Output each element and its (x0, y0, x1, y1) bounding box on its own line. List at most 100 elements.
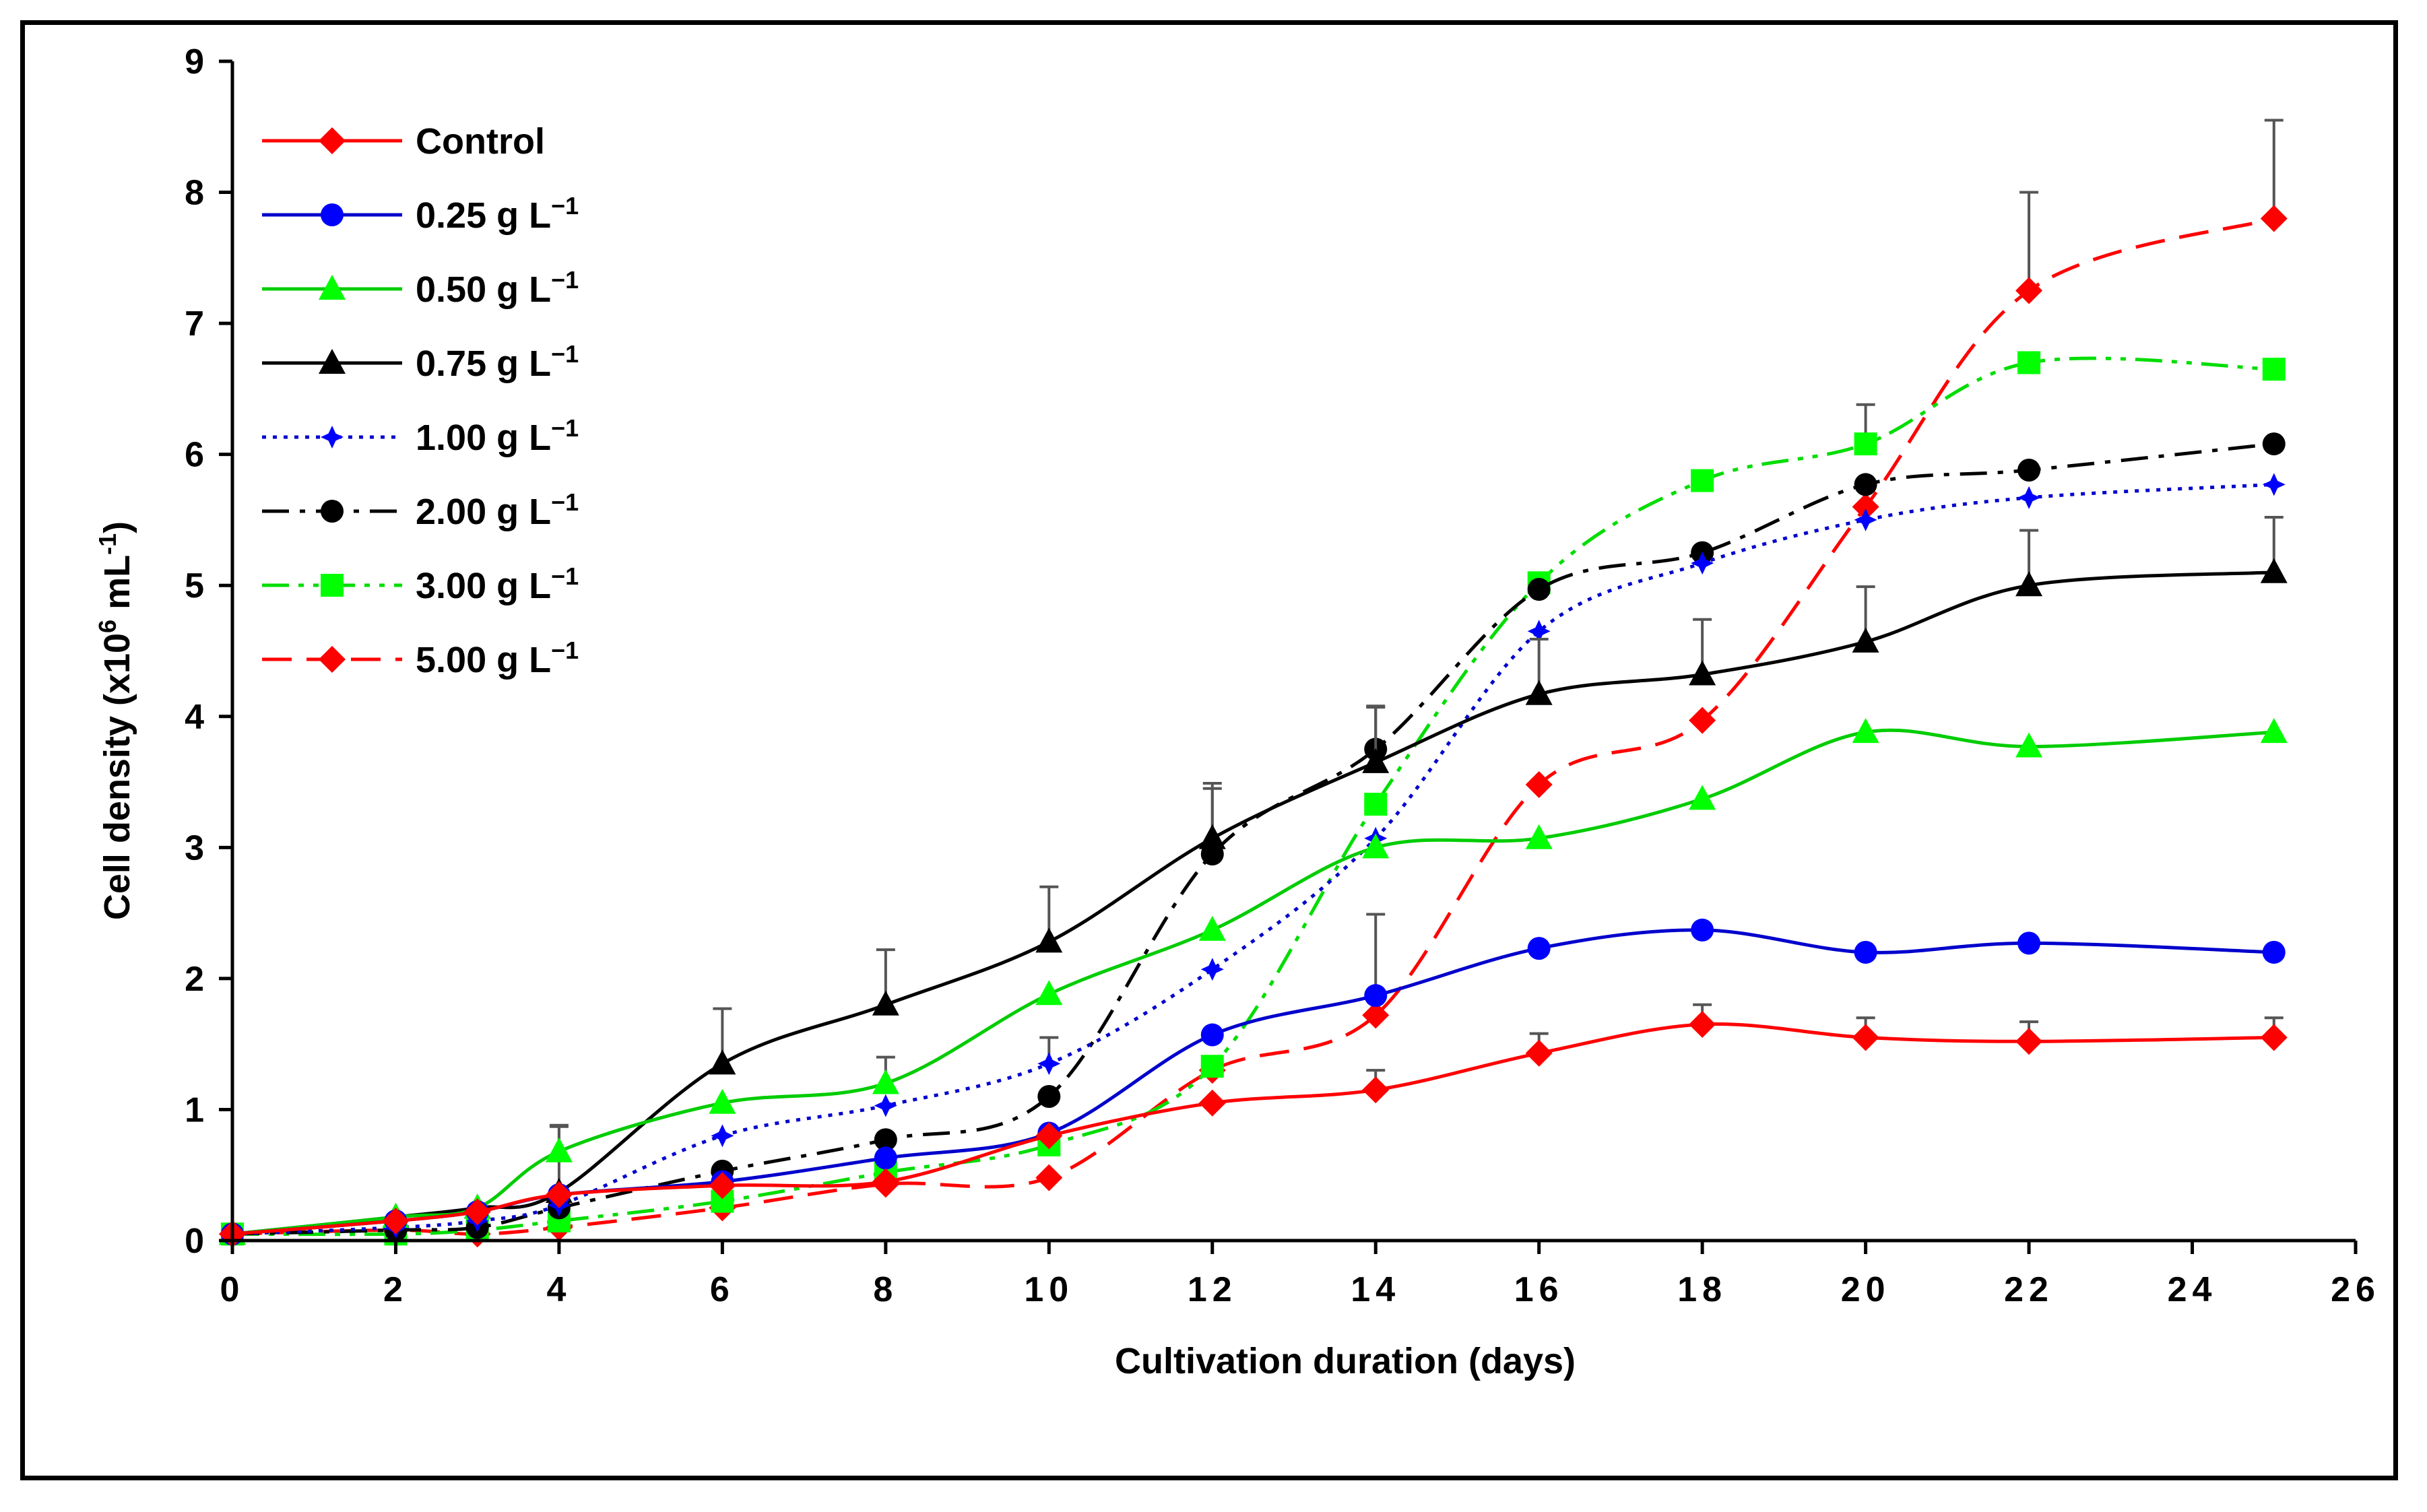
data-point (545, 1181, 573, 1208)
y-axis-title-unit-exponent: -1 (94, 533, 121, 555)
data-point (1525, 824, 1553, 849)
legend-swatch-marker (321, 426, 344, 449)
y-tick-label: 7 (185, 304, 204, 343)
data-point (1852, 718, 1879, 744)
data-point (545, 1137, 573, 1162)
data-point (709, 1088, 736, 1114)
x-tick-label: 20 (1841, 1270, 1891, 1309)
data-point (1854, 508, 1877, 531)
data-point (874, 1146, 897, 1170)
data-point (2262, 473, 2286, 496)
data-point (872, 1168, 899, 1195)
legend-label: 0.50 g L−1 (416, 266, 579, 310)
x-tick-label: 0 (220, 1270, 245, 1309)
data-point (2262, 432, 2286, 456)
series-3 (219, 516, 2288, 1245)
data-point (1527, 937, 1551, 960)
y-tick-label: 8 (185, 174, 204, 213)
legend-item-1: 0.25 g L−1 (262, 192, 579, 236)
data-point (1691, 469, 1714, 492)
legend-item-6: 3.00 g L−1 (262, 562, 579, 606)
data-point (1691, 552, 1714, 575)
figure-frame: 0 2 4 6 8 10 12 14 16 18 20 22 24 26 0 1 2 3 4 5 6 7 8 9 Contro… (20, 20, 2398, 1480)
x-axis-title: Cultivation duration (days) (1115, 1341, 1576, 1381)
x-tick-label: 22 (2004, 1270, 2054, 1309)
data-point (1035, 927, 1063, 953)
y-tick-label: 6 (185, 436, 204, 475)
x-tick-label: 26 (2331, 1270, 2381, 1309)
legend-swatch-marker (319, 646, 346, 673)
data-point (2260, 558, 2288, 583)
data-point (1037, 1084, 1061, 1108)
legend-label: 1.00 g L−1 (416, 414, 579, 458)
y-axis-title-unit: mL (97, 555, 137, 620)
data-point (1200, 1023, 1224, 1047)
legend: Control 0.25 g L−1 0.50 g L−1 0.75 g L−1 1.0… (262, 121, 579, 680)
data-point (2262, 358, 2286, 381)
y-tick-label: 9 (185, 42, 204, 81)
data-point (1852, 627, 1879, 653)
data-point (2262, 940, 2286, 964)
data-point (1035, 980, 1063, 1006)
series-6 (221, 351, 2286, 1246)
data-point (2260, 205, 2288, 232)
series-1 (221, 913, 2286, 1246)
x-tick-label: 10 (1024, 1270, 1074, 1309)
data-point (463, 1198, 491, 1226)
data-point (1854, 432, 1877, 456)
x-tick-label: 8 (873, 1270, 898, 1309)
data-point (709, 1049, 736, 1075)
x-tick-label: 4 (546, 1270, 571, 1309)
x-tick-label: 14 (1351, 1270, 1400, 1309)
legend-swatch-marker (321, 203, 344, 226)
data-point (1852, 493, 1879, 521)
data-point (2015, 732, 2043, 758)
data-point (1852, 1024, 1879, 1051)
legend-label: 3.00 g L−1 (416, 562, 579, 606)
data-point (1037, 1052, 1061, 1076)
data-point (709, 1172, 736, 1199)
data-point (1689, 785, 1716, 810)
data-point (2017, 486, 2041, 509)
x-tick-label: 18 (1677, 1270, 1727, 1309)
data-point (874, 1094, 897, 1117)
legend-label: 0.75 g L−1 (416, 340, 579, 384)
series-line (232, 442, 2275, 1236)
data-point (1691, 918, 1714, 942)
legend-swatch-marker (319, 275, 346, 300)
data-point (1854, 940, 1877, 964)
y-tick-label: 3 (185, 828, 204, 867)
y-tick-label: 4 (185, 698, 204, 737)
legend-label: Control (416, 121, 545, 162)
x-tick-label: 6 (710, 1270, 735, 1309)
series-line (232, 728, 2274, 1236)
legend-item-3: 0.75 g L−1 (262, 340, 579, 384)
y-tick-label: 0 (185, 1222, 204, 1261)
data-point (1689, 706, 1716, 734)
y-tick-label: 2 (185, 960, 204, 999)
series-2 (219, 718, 2288, 1245)
data-point (382, 1207, 410, 1235)
legend-item-2: 0.50 g L−1 (262, 266, 579, 310)
data-point (1689, 1010, 1716, 1038)
data-point (1362, 1001, 1390, 1029)
data-point (1198, 1089, 1226, 1117)
y-tick-label: 5 (185, 566, 204, 605)
series-5 (221, 432, 2286, 1246)
data-point (1035, 1164, 1063, 1191)
legend-swatch-marker (321, 500, 344, 523)
legend-swatch-marker (319, 349, 346, 374)
legend-item-5: 2.00 g L−1 (262, 488, 579, 532)
y-axis-title-suffix: ) (97, 521, 137, 533)
data-point (1854, 473, 1877, 496)
legend-item-4: 1.00 g L−1 (262, 414, 579, 458)
legend-label: 2.00 g L−1 (416, 488, 579, 532)
series-0 (219, 1003, 2288, 1248)
data-point (1689, 660, 1716, 686)
legend-swatch-marker (319, 127, 346, 154)
data-point (872, 990, 899, 1016)
data-point (1364, 984, 1388, 1008)
data-point (1525, 680, 1553, 705)
